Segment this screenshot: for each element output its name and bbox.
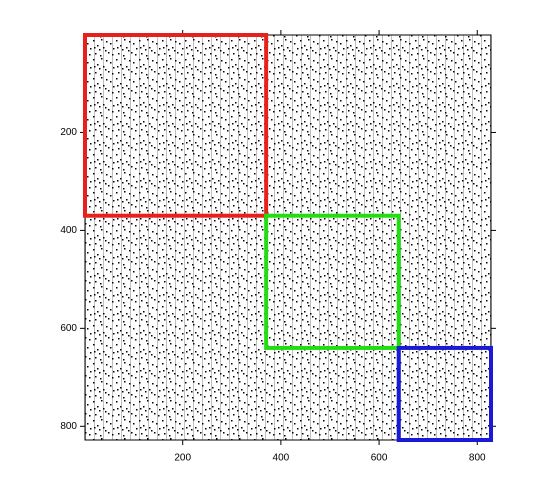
y-tick-label: 600	[60, 323, 77, 334]
x-tick-label: 400	[273, 453, 290, 464]
nonzero-columns	[85, 35, 491, 440]
y-tick-label: 400	[60, 225, 77, 236]
block-region	[264, 213, 401, 350]
x-tick-label: 800	[469, 453, 486, 464]
block-region	[396, 345, 493, 442]
block-region	[83, 33, 269, 218]
x-tick-label: 600	[371, 453, 388, 464]
y-tick-label: 800	[60, 421, 77, 432]
plot-area	[84, 34, 492, 441]
x-tick-label: 200	[174, 453, 191, 464]
y-tick-label: 200	[60, 127, 77, 138]
plot-frame	[84, 34, 492, 441]
